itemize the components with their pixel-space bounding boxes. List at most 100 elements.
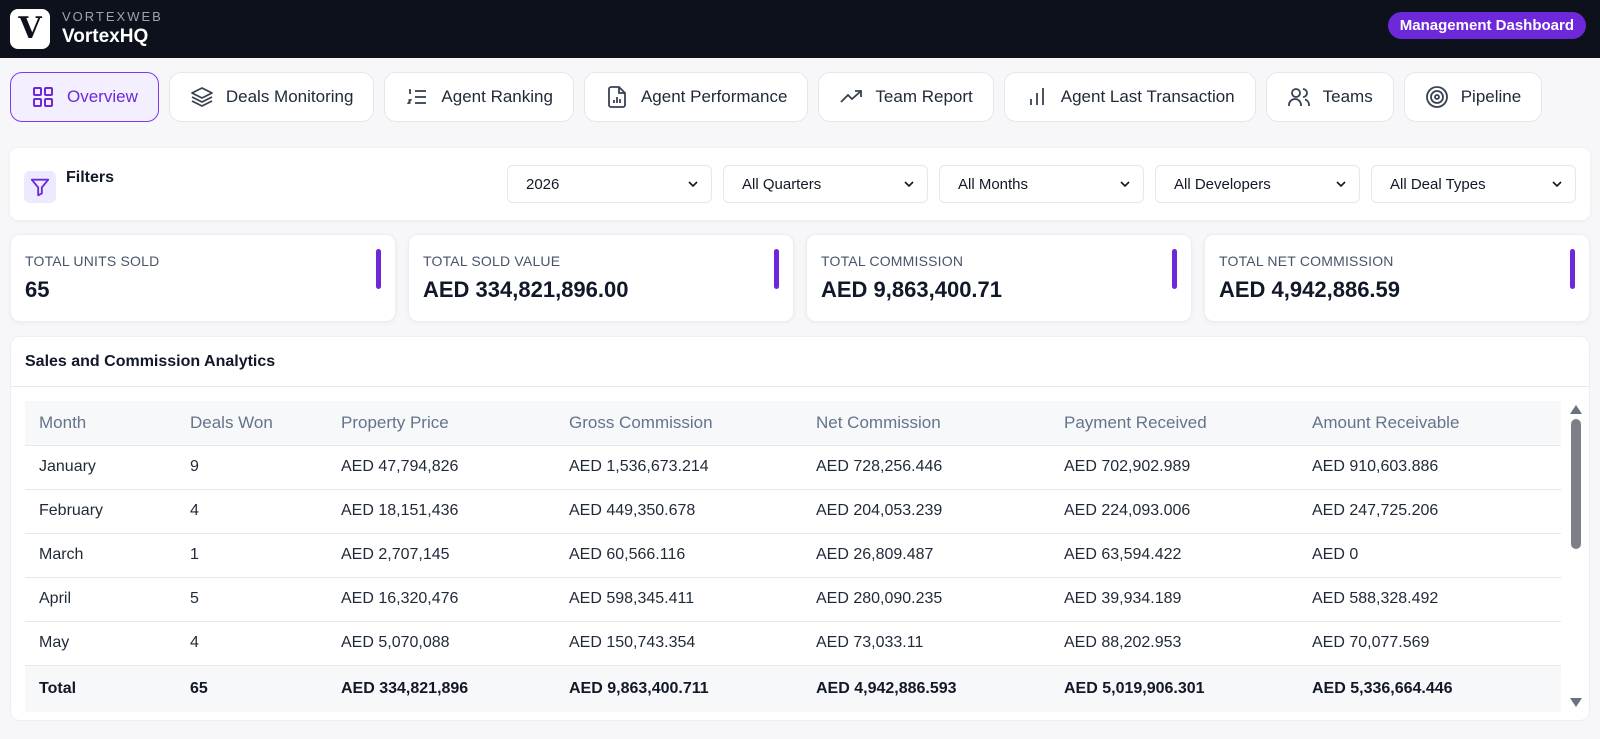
trending-up-icon: [840, 90, 863, 103]
analytics-panel: Sales and Commission Analytics Month Dea…: [10, 336, 1590, 721]
filter-icon: [24, 171, 56, 203]
tab-deals-monitoring[interactable]: Deals Monitoring: [168, 72, 375, 122]
column-header[interactable]: Net Commission: [802, 401, 1050, 445]
scroll-thumb[interactable]: [1571, 419, 1581, 549]
deal-type-select[interactable]: All Deal Types: [1371, 165, 1576, 203]
column-header[interactable]: Amount Receivable: [1298, 401, 1561, 445]
filters-bar: Filters 2026 All Quarters All Months All…: [10, 148, 1590, 220]
nav-tabs: Overview Deals Monitoring Agent Ranking …: [0, 58, 1600, 134]
chevron-down-icon: [1120, 181, 1130, 188]
brand-company: VORTEXWEB: [62, 9, 163, 24]
tab-label: Agent Ranking: [441, 87, 553, 106]
table-row: April 5 AED 16,320,476 AED 598,345.411 A…: [25, 576, 1561, 621]
top-bar: V VORTEXWEB VortexHQ Management Dashboar…: [0, 0, 1600, 58]
table-cell: February: [25, 488, 176, 533]
card-value: 65: [25, 277, 50, 302]
accent-bar: [1172, 249, 1177, 289]
table-cell: AED 204,053.239: [802, 488, 1050, 533]
table-cell: 9: [176, 444, 327, 489]
tab-agent-last-transaction[interactable]: Agent Last Transaction: [1003, 72, 1256, 122]
list-ordered-icon: [407, 89, 427, 104]
tab-label: Agent Last Transaction: [1060, 87, 1235, 106]
filters-label: Filters: [66, 169, 115, 186]
table-cell: AED 224,093.006: [1050, 488, 1298, 533]
card-label: TOTAL SOLD VALUE: [423, 253, 561, 269]
table-cell: AED 88,202.953: [1050, 620, 1298, 665]
table-cell: AED 598,345.411: [555, 576, 802, 621]
scroll-down-arrow-icon[interactable]: [1570, 698, 1582, 707]
total-cell: AED 4,942,886.593: [802, 664, 1050, 712]
table-cell: AED 26,809.487: [802, 532, 1050, 577]
table-cell: AED 63,594.422: [1050, 532, 1298, 577]
file-chart-icon: [608, 86, 626, 108]
table-cell: AED 39,934.189: [1050, 576, 1298, 621]
total-cell: Total: [25, 664, 176, 712]
tab-agent-ranking[interactable]: Agent Ranking: [384, 72, 574, 122]
table-cell: AED 73,033.11: [802, 620, 1050, 665]
bar-chart-icon: [1029, 88, 1044, 105]
month-select[interactable]: All Months: [939, 165, 1144, 203]
developer-select[interactable]: All Developers: [1155, 165, 1360, 203]
tab-label: Team Report: [875, 87, 973, 106]
total-cell: 65: [176, 664, 327, 712]
table-cell: AED 0: [1298, 532, 1561, 577]
target-icon: [1425, 86, 1448, 108]
total-cell: AED 334,821,896: [327, 664, 555, 712]
total-cell: AED 5,019,906.301: [1050, 664, 1298, 712]
brand: VORTEXWEB VortexHQ: [62, 9, 163, 49]
table-cell: 4: [176, 620, 327, 665]
tab-team-report[interactable]: Team Report: [818, 72, 994, 122]
table-cell: AED 449,350.678: [555, 488, 802, 533]
summary-cards: TOTAL UNITS SOLD 65 TOTAL SOLD VALUE AED…: [10, 234, 1590, 322]
column-header[interactable]: Gross Commission: [555, 401, 802, 445]
table-cell: April: [25, 576, 176, 621]
table-scrollbar[interactable]: [1569, 401, 1583, 707]
table-row: January 9 AED 47,794,826 AED 1,536,673.2…: [25, 444, 1561, 489]
table-cell: AED 910,603.886: [1298, 444, 1561, 489]
table-cell: AED 5,070,088: [327, 620, 555, 665]
tab-agent-performance[interactable]: Agent Performance: [583, 72, 809, 122]
table-cell: AED 247,725.206: [1298, 488, 1561, 533]
table-cell: AED 702,902.989: [1050, 444, 1298, 489]
table-row: May 4 AED 5,070,088 AED 150,743.354 AED …: [25, 620, 1561, 665]
management-dashboard-badge[interactable]: Management Dashboard: [1387, 12, 1586, 39]
total-cell: AED 9,863,400.711: [555, 664, 802, 712]
table-cell: 1: [176, 532, 327, 577]
table-cell: AED 18,151,436: [327, 488, 555, 533]
card-value: AED 4,942,886.59: [1219, 277, 1401, 302]
tab-overview[interactable]: Overview: [10, 72, 159, 122]
total-units-sold-card: TOTAL UNITS SOLD 65: [10, 234, 396, 322]
tab-label: Pipeline: [1460, 87, 1522, 106]
column-header[interactable]: Payment Received: [1050, 401, 1298, 445]
tab-teams[interactable]: Teams: [1265, 72, 1394, 122]
table-header-row: Month Deals Won Property Price Gross Com…: [25, 401, 1561, 445]
column-header[interactable]: Deals Won: [176, 401, 327, 445]
column-header[interactable]: Month: [25, 401, 176, 445]
analytics-table-wrap: Month Deals Won Property Price Gross Com…: [25, 401, 1561, 712]
accent-bar: [774, 249, 779, 289]
table-cell: January: [25, 444, 176, 489]
tab-pipeline[interactable]: Pipeline: [1403, 72, 1543, 122]
table-cell: March: [25, 532, 176, 577]
chevron-down-icon: [1336, 181, 1346, 188]
accent-bar: [1570, 249, 1575, 289]
total-net-commission-card: TOTAL NET COMMISSION AED 4,942,886.59: [1204, 234, 1590, 322]
year-select[interactable]: 2026: [507, 165, 712, 203]
analytics-table: Month Deals Won Property Price Gross Com…: [25, 401, 1561, 712]
table-total-row: Total 65 AED 334,821,896 AED 9,863,400.7…: [25, 664, 1561, 712]
table-cell: AED 47,794,826: [327, 444, 555, 489]
table-cell: AED 70,077.569: [1298, 620, 1561, 665]
chevron-down-icon: [688, 181, 698, 188]
table-cell: 5: [176, 576, 327, 621]
vortex-logo[interactable]: V: [10, 9, 50, 49]
tab-label: Teams: [1322, 87, 1373, 106]
table-cell: AED 1,536,673.214: [555, 444, 802, 489]
tab-label: Deals Monitoring: [225, 87, 354, 106]
chevron-down-icon: [1552, 181, 1562, 188]
table-cell: May: [25, 620, 176, 665]
quarter-select[interactable]: All Quarters: [723, 165, 928, 203]
scroll-up-arrow-icon[interactable]: [1570, 405, 1582, 414]
card-label: TOTAL COMMISSION: [821, 253, 964, 269]
column-header[interactable]: Property Price: [327, 401, 555, 445]
table-row: March 1 AED 2,707,145 AED 60,566.116 AED…: [25, 532, 1561, 577]
